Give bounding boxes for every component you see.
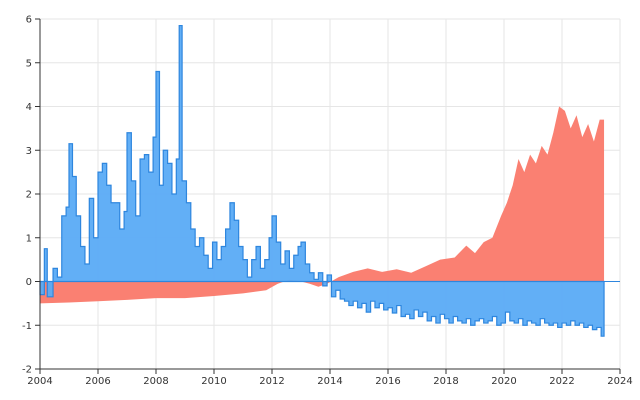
x-tick-label: 2004	[27, 376, 52, 387]
x-tick-label: 2010	[201, 376, 226, 387]
x-tick-label: 2006	[85, 376, 110, 387]
y-tick-label: 2	[26, 190, 32, 201]
x-tick-label: 2020	[491, 376, 516, 387]
y-tick-label: -2	[22, 365, 32, 376]
y-tick-label: 1	[26, 233, 32, 244]
series-layer	[39, 24, 605, 337]
y-tick-label: 6	[26, 15, 32, 26]
y-tick-label: 4	[26, 102, 32, 113]
axis-layer: 2004 2006 2008 2010 2012 2014 2016 2018 2020 2022…	[22, 15, 633, 388]
x-tick-label: 2016	[375, 376, 400, 387]
red-area-series	[40, 106, 605, 304]
x-tick-label: 2014	[317, 376, 342, 387]
y-tick-label: -1	[22, 321, 32, 332]
x-tick-label: 2012	[259, 376, 284, 387]
x-tick-label: 2022	[549, 376, 574, 387]
x-tick-label: 2008	[143, 376, 168, 387]
x-tick-label: 2024	[607, 376, 632, 387]
y-tick-label: 5	[26, 58, 32, 69]
x-tick-label: 2018	[433, 376, 458, 387]
y-tick-label: 0	[26, 277, 32, 288]
blue-step-series	[39, 24, 605, 337]
y-tick-label: 3	[26, 146, 32, 157]
